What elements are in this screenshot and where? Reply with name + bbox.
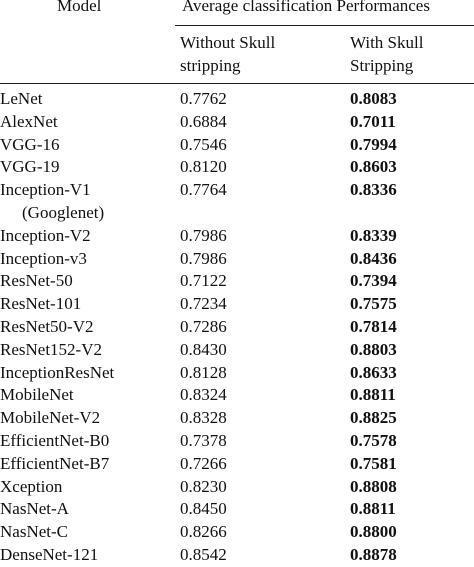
column-header: Without Skull [180,33,276,52]
model-name: NasNet-C [0,522,68,542]
model-name: EfficientNet-B7 [0,453,110,473]
score-with: 0.8811 [350,385,396,405]
group-header: Average classification Performances [182,0,430,15]
model-name: MobileNet-V2 [0,408,101,428]
score-with: 0.7575 [350,294,397,314]
score-without: 0.7378 [180,431,227,450]
header-rule [0,83,474,84]
group-rule [175,25,474,26]
model-name: Xception [0,476,63,496]
score-without: 0.8450 [180,499,227,519]
model-name: VGG-16 [0,134,60,154]
model-name: Inception-v3 [0,248,87,268]
model-name: VGG-19 [0,157,60,177]
score-without: 0.8230 [180,476,227,496]
score-with: 0.7394 [350,271,397,291]
score-without: 0.7764 [180,180,227,200]
model-name: NasNet-A [0,499,69,519]
score-without: 0.8266 [180,522,227,542]
score-without: 0.8128 [180,362,227,382]
score-without: 0.8328 [180,408,227,428]
model-name: Inception-V1 [0,180,91,200]
score-without: 0.7986 [180,248,227,268]
score-without: 0.7986 [180,225,227,245]
score-without: 0.8324 [180,385,227,405]
column-header: Stripping [350,56,414,75]
score-without: 0.7122 [180,271,227,291]
score-without: 0.6884 [180,111,227,131]
score-without: 0.7266 [180,453,227,473]
score-without: 0.8120 [180,157,227,177]
score-with: 0.8336 [350,180,397,200]
model-name: EfficientNet-B0 [0,431,110,450]
score-without: 0.7546 [180,134,227,154]
model-name: ResNet-101 [0,294,82,314]
column-header: With Skull [350,33,424,52]
score-with: 0.8083 [350,89,397,108]
score-with: 0.8436 [350,248,397,268]
score-with: 0.8878 [350,545,397,564]
score-without: 0.8430 [180,339,227,359]
model-name: ResNet-50 [0,271,73,291]
model-name: DenseNet-121 [0,545,99,564]
model-name: ResNet50-V2 [0,317,94,336]
score-with: 0.8339 [350,225,397,245]
score-with: 0.8825 [350,408,397,428]
score-with: 0.8803 [350,339,397,359]
score-with: 0.7578 [350,431,397,450]
score-with: 0.8603 [350,157,397,177]
model-name: ResNet152-V2 [0,339,102,359]
score-with: 0.8808 [350,476,397,496]
score-with: 0.8811 [350,499,396,519]
model-name: AlexNet [0,111,58,131]
model-name: Inception-V2 [0,225,91,245]
model-name: InceptionResNet [0,362,115,382]
score-with: 0.7814 [350,317,397,336]
score-without: 0.7762 [180,89,227,108]
score-without: 0.8542 [180,545,227,564]
score-without: 0.7286 [180,317,227,336]
score-with: 0.8633 [350,362,397,382]
model-name: MobileNet [0,385,74,405]
column-header: stripping [180,56,241,75]
model-name: (Googlenet) [22,203,105,222]
score-with: 0.7994 [350,134,397,154]
model-name: LeNet [0,89,43,108]
score-with: 0.7011 [350,111,396,131]
score-with: 0.8800 [350,522,397,542]
model-header: Model [57,0,102,15]
score-without: 0.7234 [180,294,227,314]
score-with: 0.7581 [350,453,397,473]
